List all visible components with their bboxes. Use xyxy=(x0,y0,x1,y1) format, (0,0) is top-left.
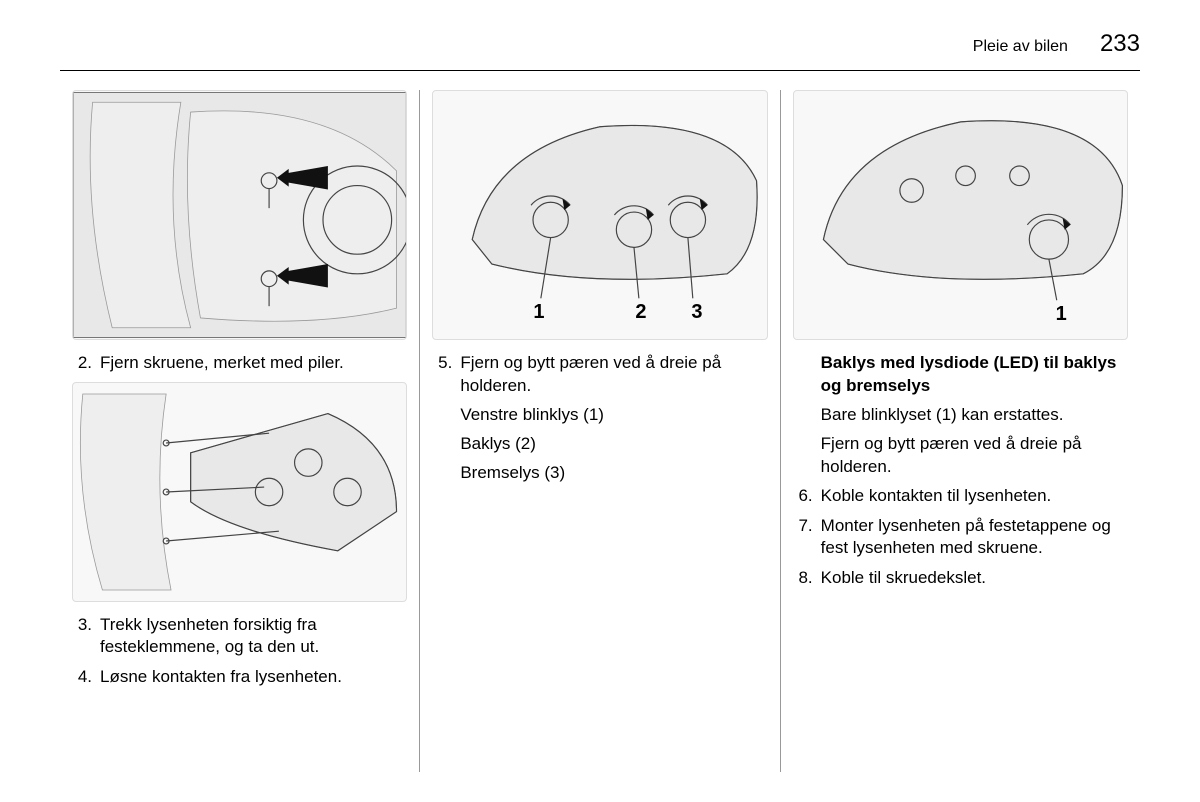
step-number: 4. xyxy=(72,666,92,688)
step-text: Koble kontakten til lysenheten. xyxy=(821,485,1128,507)
step-number: 7. xyxy=(793,515,813,559)
illustration-bulb-holder-1: 1 xyxy=(793,90,1128,340)
step-number: 5. xyxy=(432,352,452,491)
illustration-bulb-holder-3: 1 2 3 xyxy=(432,90,767,340)
list-item: 3. Trekk lysenheten forsiktig fra festek… xyxy=(72,614,407,658)
led-heading: Baklys med lysdiode (LED) til baklys og … xyxy=(821,352,1128,398)
step-number: 3. xyxy=(72,614,92,658)
sub-line: Baklys (2) xyxy=(460,433,767,456)
sub-line: Venstre blinklys (1) xyxy=(460,404,767,427)
step-number: 6. xyxy=(793,485,813,507)
led-sub1: Bare blinklyset (1) kan erstattes. xyxy=(821,404,1128,427)
callout-3: 3 xyxy=(691,301,702,324)
column-2: 1 2 3 5. Fjern og bytt pæren ved å dreie… xyxy=(420,90,779,772)
step-text: Monter lysenheten på festetappene og fes… xyxy=(821,515,1128,559)
step-list-1b: 3. Trekk lysenheten forsiktig fra festek… xyxy=(72,614,407,688)
callout-1: 1 xyxy=(1056,303,1067,326)
step-list-2: 5. Fjern og bytt pæren ved å dreie på ho… xyxy=(432,352,767,491)
list-item: 2. Fjern skruene, merket med piler. xyxy=(72,352,407,374)
section-title: Pleie av bilen xyxy=(973,38,1068,56)
page-header: Pleie av bilen 233 xyxy=(973,30,1140,58)
illustration-remove-lamp xyxy=(72,382,407,602)
illustration-screws xyxy=(72,90,407,340)
sub-line: Bremselys (3) xyxy=(460,462,767,485)
callout-2: 2 xyxy=(635,301,646,324)
page-number: 233 xyxy=(1100,30,1140,58)
led-info-block: Baklys med lysdiode (LED) til baklys og … xyxy=(793,352,1128,479)
step-text: Koble til skruedekslet. xyxy=(821,567,1128,589)
list-item: 7. Monter lysenheten på festetappene og … xyxy=(793,515,1128,559)
step-text: Trekk lysenheten forsiktig fra festeklem… xyxy=(100,614,407,658)
step-list-1a: 2. Fjern skruene, merket med piler. xyxy=(72,352,407,374)
list-item: 5. Fjern og bytt pæren ved å dreie på ho… xyxy=(432,352,767,491)
step-list-3: 6. Koble kontakten til lysenheten. 7. Mo… xyxy=(793,485,1128,589)
led-sub2: Fjern og bytt pæren ved å dreie på holde… xyxy=(821,433,1128,479)
callout-1: 1 xyxy=(533,301,544,324)
content-columns: 2. Fjern skruene, merket med piler. xyxy=(60,90,1140,772)
list-item: 4. Løsne kontakten fra lysenheten. xyxy=(72,666,407,688)
column-1: 2. Fjern skruene, merket med piler. xyxy=(60,90,419,772)
step-number: 8. xyxy=(793,567,813,589)
step-text: Fjern og bytt pæren ved å dreie på holde… xyxy=(460,352,767,398)
step-text: Løsne kontakten fra lysenheten. xyxy=(100,666,407,688)
column-3: 1 Baklys med lysdiode (LED) til baklys o… xyxy=(781,90,1140,772)
list-item: 8. Koble til skruedekslet. xyxy=(793,567,1128,589)
step-body: Fjern og bytt pæren ved å dreie på holde… xyxy=(460,352,767,491)
header-rule xyxy=(60,70,1140,71)
step-text: Fjern skruene, merket med piler. xyxy=(100,352,407,374)
step-number: 2. xyxy=(72,352,92,374)
list-item: 6. Koble kontakten til lysenheten. xyxy=(793,485,1128,507)
